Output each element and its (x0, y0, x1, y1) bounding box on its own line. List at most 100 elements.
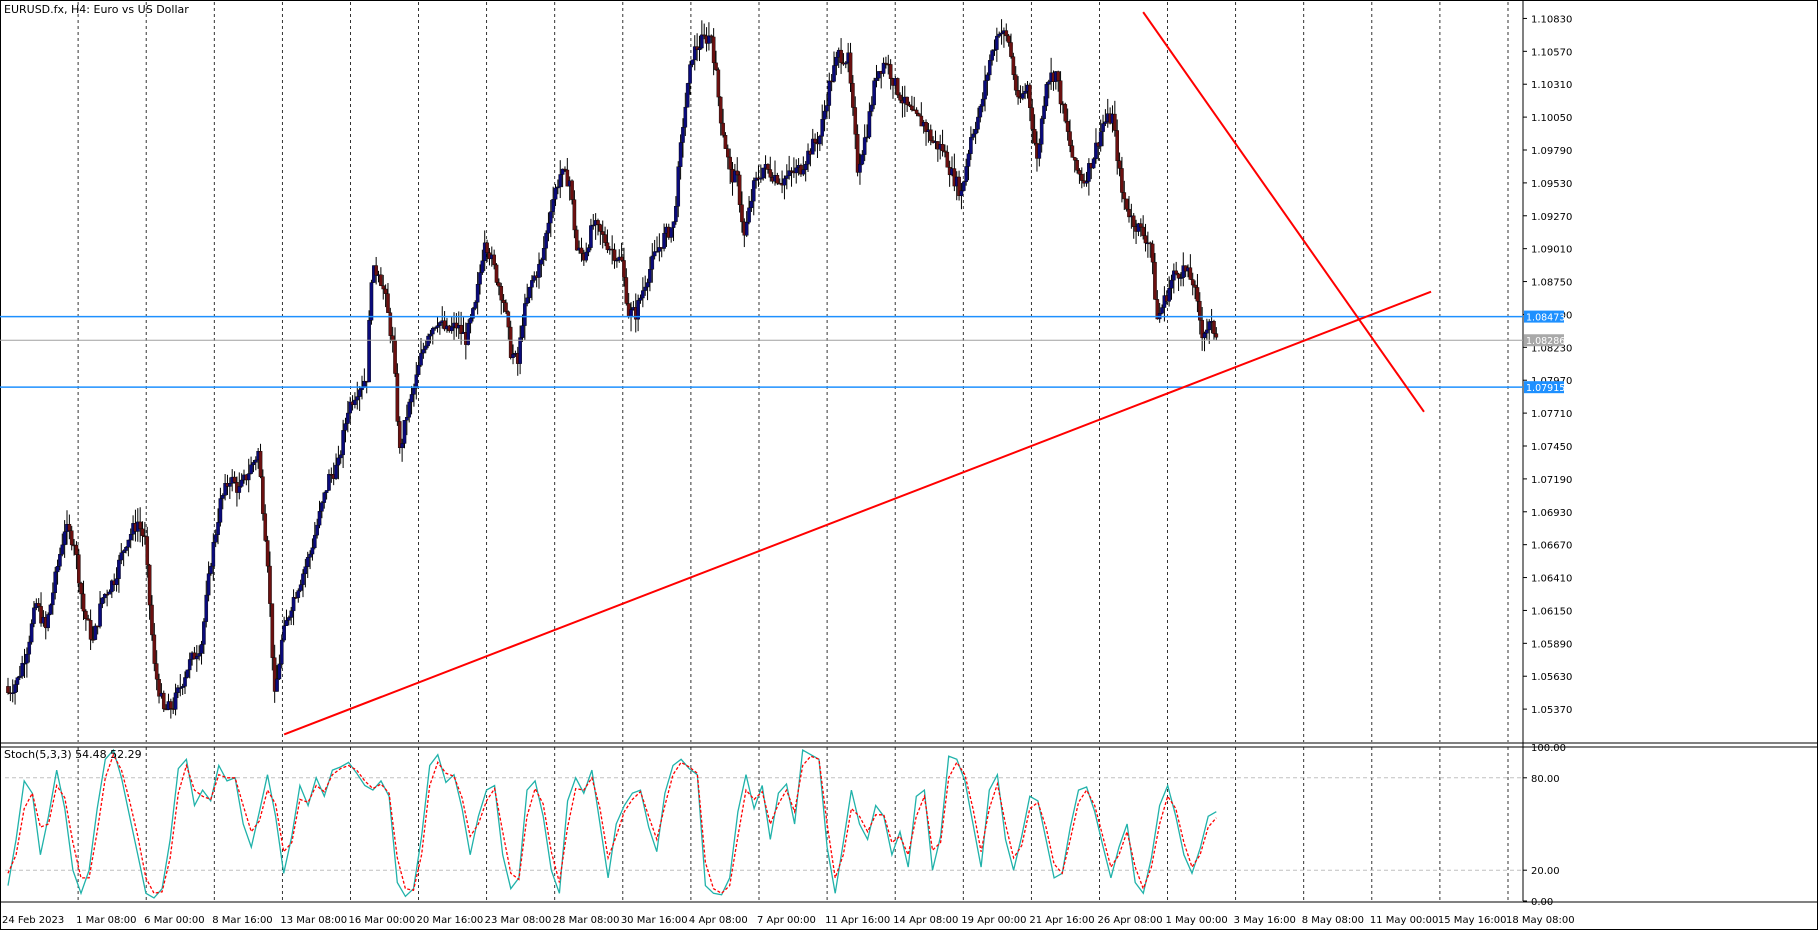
candle-body (999, 32, 1004, 35)
stoch-tick-label: 20.00 (1531, 866, 1560, 877)
candle-body (957, 176, 961, 197)
candle (874, 64, 879, 88)
candle-body (832, 65, 836, 82)
candle-body (980, 98, 985, 107)
candle (869, 96, 874, 117)
candle-body (322, 492, 327, 503)
candle (93, 623, 98, 641)
candle (268, 551, 272, 617)
candle (803, 161, 808, 182)
candle-body (983, 80, 987, 100)
candle (990, 49, 994, 66)
candle-body (1037, 144, 1042, 159)
candle (58, 547, 62, 571)
candle (985, 72, 990, 96)
candle-body (973, 129, 978, 135)
candle-body (86, 618, 91, 621)
candle (1179, 272, 1183, 287)
candle (782, 175, 787, 200)
candle (1202, 331, 1207, 352)
candle-body (990, 50, 994, 61)
candle-body (881, 62, 886, 74)
candle-body (995, 35, 999, 50)
candle (1167, 276, 1171, 307)
candle (315, 518, 319, 539)
candle (249, 456, 253, 475)
candle (671, 221, 676, 242)
candle-body (117, 559, 121, 579)
stoch-tick-label: 100.00 (1531, 743, 1566, 754)
resistance-trendline (1142, 11, 1425, 413)
price-tick-label: 1.07450 (1531, 442, 1572, 453)
candle (648, 256, 652, 292)
candle (532, 271, 537, 283)
candle-body (18, 675, 22, 678)
candle-body (612, 249, 617, 261)
candle (388, 307, 393, 344)
candle (605, 229, 610, 254)
candle-body (1068, 131, 1072, 146)
candle-body (81, 593, 86, 612)
candle-body (51, 592, 55, 606)
time-tick-label: 16 Mar 00:00 (348, 915, 415, 926)
candle (1131, 213, 1136, 239)
candle (690, 59, 695, 68)
candle (600, 220, 605, 249)
candle (1075, 158, 1079, 174)
candle (1127, 195, 1131, 223)
candle (386, 283, 390, 313)
candle (343, 417, 348, 443)
candle (473, 300, 478, 311)
candle-body (341, 430, 345, 456)
candle (119, 543, 124, 565)
candle-body (1200, 319, 1204, 339)
candle-body (520, 325, 525, 338)
candle (395, 363, 400, 426)
price-axis: 1.10830 1.10570 1.10310 1.10050 1.09790 1.095… (1523, 14, 1572, 716)
candle (624, 268, 629, 306)
candle-body (598, 224, 603, 232)
candle (619, 242, 624, 262)
candle (1091, 157, 1096, 169)
candle (150, 595, 154, 641)
candle (881, 57, 886, 77)
candle (652, 239, 657, 260)
candle-body (497, 282, 501, 287)
candles (6, 19, 1219, 719)
candle (62, 520, 67, 558)
candle-body (140, 528, 145, 537)
price-tick-label: 1.10830 (1531, 14, 1572, 25)
candle-body (32, 607, 36, 624)
candle-body (978, 105, 983, 118)
candle-body (874, 77, 879, 81)
price-tick-label: 1.06670 (1531, 541, 1572, 552)
candle-body (291, 597, 296, 612)
candle (813, 133, 817, 152)
candle-body (1138, 223, 1143, 228)
candle (383, 284, 388, 308)
candle (655, 236, 659, 253)
candle-body (740, 204, 744, 223)
candle (1068, 119, 1072, 153)
candle (962, 180, 966, 192)
candle-body (688, 64, 692, 84)
candle-body (690, 59, 695, 65)
candle-body (532, 275, 537, 281)
candle (1087, 158, 1091, 196)
candle (1205, 318, 1209, 340)
candle-body (473, 302, 478, 309)
candle-body (197, 653, 201, 657)
candle (898, 92, 902, 104)
candle-body (421, 349, 426, 354)
candle-body (209, 565, 213, 574)
candle-body (277, 663, 282, 680)
candle-body (789, 170, 794, 172)
candle-body (289, 610, 294, 618)
candle-body (676, 166, 681, 207)
candle (336, 445, 341, 480)
candle (397, 416, 402, 454)
candle (81, 580, 86, 621)
candle-body (1141, 226, 1145, 236)
